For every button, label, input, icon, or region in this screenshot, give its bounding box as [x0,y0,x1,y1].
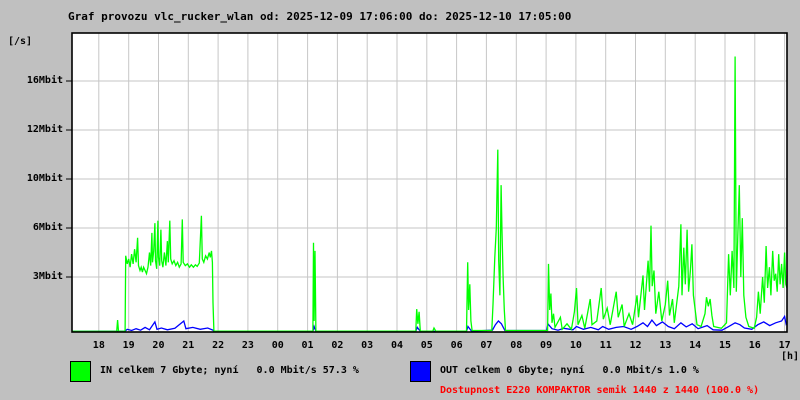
x-axis-label: 04 [390,340,404,351]
y-axis-label: 12Mbit [26,124,63,135]
x-axis-label: 21 [182,340,195,351]
x-axis-label: 08 [510,340,523,351]
x-axis-label: 12 [629,340,642,351]
y-axis-label: 6Mbit [32,222,63,233]
availability-label: Dostupnost E220 KOMPAKTOR semik 1440 z 1… [440,385,760,396]
x-axis-label: 11 [599,340,612,351]
x-axis-label: 03 [361,340,374,351]
x-axis-label: 16 [748,340,761,351]
plot-border [71,32,788,333]
y-axis-unit-label: [/s] [8,36,33,47]
x-axis-label: 00 [271,340,284,351]
y-axis-label: 10Mbit [26,173,63,184]
plot-background [72,33,787,332]
x-axis-label: 14 [689,340,702,351]
x-axis-label: 23 [241,340,254,351]
out-legend-swatch [410,361,431,382]
x-axis-unit-label: [h] [781,351,800,362]
x-axis-label: 09 [540,340,553,351]
graph-title: Graf provozu vlc_rucker_wlan od: 2025-12… [68,10,572,23]
x-axis-label: 07 [480,340,493,351]
out-series-line [71,314,788,333]
y-axis-label: 3Mbit [32,271,63,282]
y-axis-label: 16Mbit [26,75,63,86]
x-axis-label: 20 [152,340,165,351]
x-axis-label: 01 [301,340,314,351]
x-axis-label: 15 [718,340,731,351]
x-axis-label: 13 [659,340,672,351]
x-axis-label: 02 [331,340,344,351]
out-legend-label: OUT celkem 0 Gbyte; nyní 0.0 Mbit/s 1.0 … [440,365,699,376]
x-axis-label: 17 [778,340,791,351]
x-axis-label: 19 [122,340,135,351]
in-legend-label: IN celkem 7 Gbyte; nyní 0.0 Mbit/s 57.3 … [100,365,359,376]
x-axis-label: 05 [420,340,433,351]
in-legend-swatch [70,361,91,382]
x-axis-label: 10 [569,340,582,351]
x-axis-label: 06 [450,340,463,351]
x-axis-label: 22 [212,340,225,351]
x-axis-label: 18 [92,340,105,351]
in-series-line [72,56,788,332]
